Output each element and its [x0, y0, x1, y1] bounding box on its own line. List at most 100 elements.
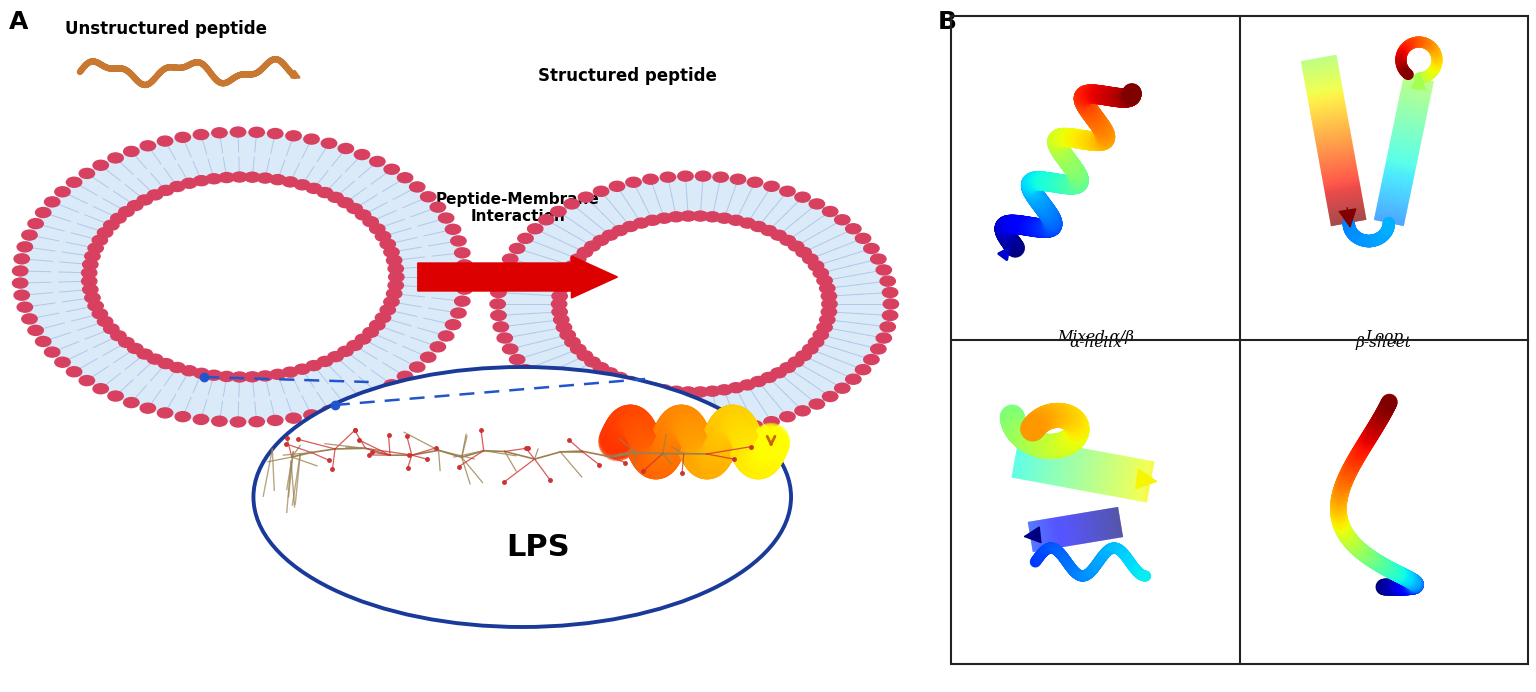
Circle shape	[20, 132, 465, 422]
Circle shape	[539, 383, 554, 393]
Circle shape	[338, 198, 353, 208]
Circle shape	[66, 367, 81, 376]
Circle shape	[450, 236, 465, 246]
Circle shape	[656, 213, 671, 224]
Circle shape	[80, 376, 95, 385]
Circle shape	[751, 221, 766, 232]
Circle shape	[556, 322, 571, 332]
Circle shape	[355, 334, 370, 344]
Circle shape	[270, 370, 286, 379]
Circle shape	[822, 291, 837, 301]
Circle shape	[89, 177, 396, 377]
Circle shape	[206, 370, 221, 380]
Text: Loop: Loop	[1366, 330, 1402, 344]
Circle shape	[306, 361, 321, 371]
Text: A: A	[9, 10, 29, 34]
Circle shape	[817, 322, 833, 332]
Circle shape	[760, 226, 776, 235]
Circle shape	[370, 320, 386, 330]
Circle shape	[108, 391, 123, 401]
Circle shape	[212, 416, 227, 426]
Circle shape	[809, 399, 825, 409]
Circle shape	[384, 297, 399, 307]
Circle shape	[181, 179, 197, 188]
Circle shape	[602, 230, 617, 240]
Circle shape	[863, 244, 879, 253]
Circle shape	[318, 188, 333, 198]
Circle shape	[286, 413, 301, 424]
Circle shape	[876, 333, 891, 343]
Circle shape	[846, 374, 862, 384]
Circle shape	[158, 185, 174, 195]
Circle shape	[883, 299, 899, 309]
Circle shape	[610, 417, 625, 427]
Circle shape	[421, 352, 436, 362]
Circle shape	[570, 344, 585, 354]
Circle shape	[696, 427, 711, 437]
Circle shape	[194, 415, 209, 424]
Circle shape	[88, 243, 103, 253]
Circle shape	[645, 215, 660, 226]
Circle shape	[55, 187, 71, 197]
Circle shape	[169, 181, 184, 192]
Circle shape	[796, 351, 811, 361]
Circle shape	[355, 149, 370, 160]
Circle shape	[551, 206, 567, 217]
Circle shape	[232, 372, 247, 382]
Circle shape	[502, 254, 518, 264]
Circle shape	[780, 412, 796, 421]
Circle shape	[232, 172, 247, 182]
Circle shape	[593, 363, 608, 372]
Circle shape	[12, 266, 28, 276]
Circle shape	[763, 181, 779, 191]
Circle shape	[389, 264, 404, 273]
Circle shape	[244, 172, 260, 182]
Circle shape	[751, 376, 766, 387]
Circle shape	[445, 224, 461, 235]
Circle shape	[705, 212, 720, 222]
Circle shape	[283, 367, 298, 377]
Circle shape	[430, 342, 445, 352]
Circle shape	[12, 278, 28, 288]
Circle shape	[846, 224, 862, 234]
Circle shape	[551, 392, 567, 401]
Circle shape	[705, 386, 720, 397]
Circle shape	[822, 307, 837, 317]
Circle shape	[306, 183, 321, 193]
Circle shape	[66, 177, 81, 188]
Circle shape	[570, 254, 585, 264]
Circle shape	[438, 213, 453, 223]
Circle shape	[55, 357, 71, 367]
Circle shape	[379, 239, 395, 249]
Circle shape	[118, 207, 134, 217]
Circle shape	[578, 247, 593, 257]
Circle shape	[882, 288, 897, 298]
Circle shape	[127, 343, 143, 354]
Circle shape	[267, 129, 283, 138]
Circle shape	[181, 366, 197, 376]
Circle shape	[585, 241, 601, 251]
Circle shape	[796, 406, 811, 416]
Circle shape	[45, 347, 60, 357]
Circle shape	[578, 192, 593, 202]
Circle shape	[834, 215, 849, 225]
Circle shape	[559, 216, 829, 392]
Circle shape	[355, 394, 370, 404]
Circle shape	[108, 153, 123, 163]
Circle shape	[882, 311, 897, 320]
Circle shape	[730, 174, 745, 184]
Circle shape	[14, 254, 29, 264]
Circle shape	[194, 129, 209, 140]
Circle shape	[318, 356, 333, 367]
Circle shape	[820, 283, 836, 293]
Circle shape	[680, 387, 696, 397]
Circle shape	[585, 357, 601, 367]
Circle shape	[717, 213, 733, 224]
Circle shape	[788, 241, 803, 251]
Circle shape	[668, 386, 684, 397]
Circle shape	[813, 330, 828, 340]
Circle shape	[817, 275, 833, 286]
Circle shape	[327, 192, 343, 202]
Circle shape	[398, 372, 413, 381]
Circle shape	[347, 340, 362, 350]
